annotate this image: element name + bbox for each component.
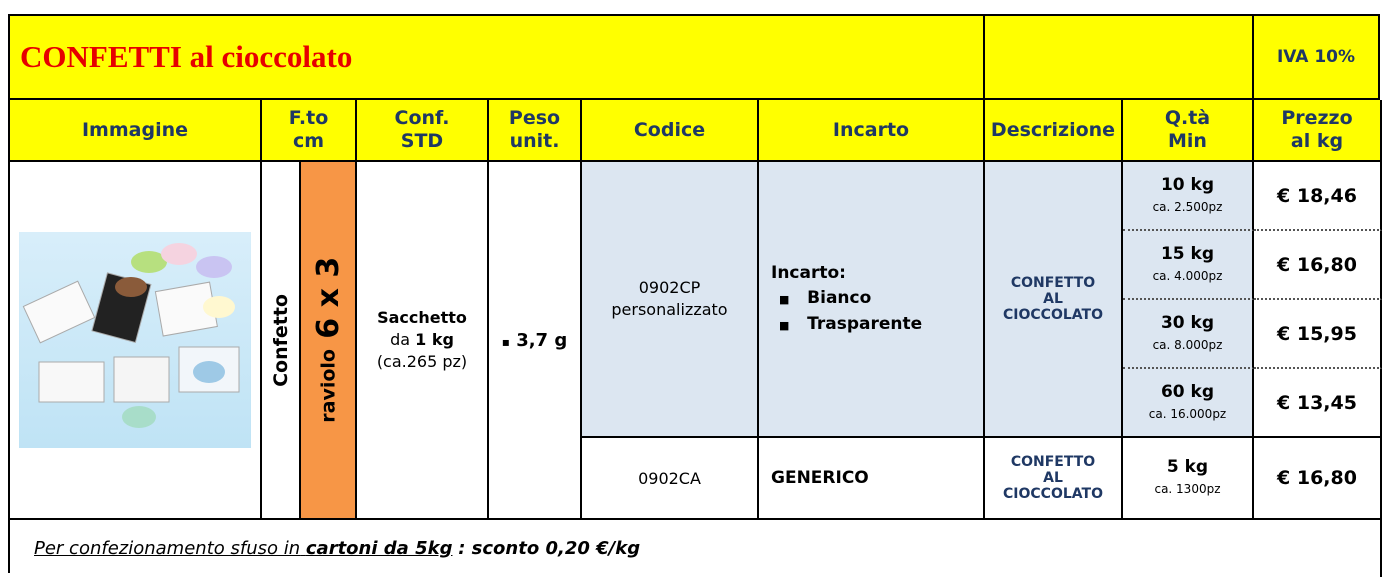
vat-text: IVA 10% — [1276, 46, 1356, 67]
footer: Per confezionamento sfuso in cartoni da … — [10, 520, 1382, 577]
header-cell: Immagine — [10, 100, 262, 162]
weight-value: 3,7 g — [516, 329, 568, 351]
header-cell: Descrizione — [985, 100, 1123, 162]
footer-highlight: cartoni da 5kg — [305, 538, 453, 559]
package-line: da 1 kg — [390, 329, 454, 351]
empty-cell — [985, 16, 1254, 100]
title-cell: CONFETTI al cioccolato — [10, 16, 985, 100]
header-cell: Codice — [582, 100, 759, 162]
price: € 16,80 — [1277, 467, 1357, 489]
header-cell: F.to cm — [262, 100, 357, 162]
code-cell: 0902CP personalizzato — [582, 162, 759, 438]
description-line: CIOCCOLATO — [1003, 486, 1103, 502]
option-text: Trasparente — [807, 313, 923, 334]
header-text: F.to — [288, 107, 329, 129]
header-cell: Conf. STD — [357, 100, 489, 162]
footer-lead: Per confezionamento sfuso in — [34, 538, 301, 559]
description-line: CONFETTO — [1010, 275, 1096, 291]
option-text: Bianco — [807, 287, 872, 308]
wrapping-label: GENERICO — [771, 468, 869, 488]
product-image — [19, 232, 251, 448]
wrapping-cell: GENERICO — [759, 438, 985, 520]
qty-cell: 10 kg ca. 2.500pz — [1123, 162, 1254, 231]
code-cell: 0902CA — [582, 438, 759, 520]
qty: 30 kg — [1160, 312, 1215, 333]
format-cell: raviolo 6 x 3 — [301, 162, 357, 520]
title: CONFETTI al cioccolato — [20, 39, 353, 74]
header-cell: Incarto — [759, 100, 985, 162]
price-cell: € 13,45 — [1254, 369, 1382, 438]
qty-cell: 30 kg ca. 8.000pz — [1123, 300, 1254, 369]
footer-tail: : sconto 0,20 €/kg — [458, 538, 641, 559]
header-text: STD — [400, 130, 444, 152]
pieces: ca. 1300pz — [1154, 482, 1221, 496]
header-text: Conf. — [394, 107, 450, 129]
qty: 5 kg — [1166, 457, 1209, 477]
header-text: cm — [292, 130, 325, 152]
header-cell: Q.tà Min — [1123, 100, 1254, 162]
code-note: personalizzato — [611, 300, 728, 319]
wrapping-option: ■ Trasparente — [779, 313, 923, 334]
price-cell: € 16,80 — [1254, 231, 1382, 300]
header-text: unit. — [509, 130, 560, 152]
pieces: ca. 2.500pz — [1152, 199, 1223, 214]
header-text: Immagine — [81, 118, 188, 141]
vat: IVA 10% — [1254, 16, 1380, 100]
qty: 60 kg — [1160, 381, 1215, 402]
wrapping-label: Incarto: — [771, 262, 846, 283]
pieces: ca. 8.000pz — [1152, 337, 1223, 352]
type-cell: Confetto — [262, 162, 301, 520]
price-cell: € 18,46 — [1254, 162, 1382, 231]
header-text: Descrizione — [990, 118, 1116, 141]
header-text: Prezzo — [1281, 107, 1353, 129]
qty: 15 kg — [1160, 243, 1215, 264]
product-type: Confetto — [269, 293, 292, 387]
header-text: Peso — [508, 107, 561, 129]
package-name: Sacchetto — [377, 308, 467, 327]
header-cell: Prezzo al kg — [1254, 100, 1382, 162]
header-text: al kg — [1290, 130, 1344, 152]
description-line: CIOCCOLATO — [1003, 307, 1103, 323]
weight-cell: ▪ 3,7 g — [489, 162, 582, 520]
package-weight: 1 kg — [415, 330, 454, 349]
header-text: Incarto — [832, 118, 910, 141]
price: € 13,45 — [1277, 391, 1357, 414]
wrapping-options: ■ Bianco ■ Trasparente — [771, 286, 922, 338]
header-text: Codice — [633, 118, 706, 141]
description-cell: CONFETTO AL CIOCCOLATO — [985, 162, 1123, 438]
header-text: Min — [1168, 130, 1207, 152]
code: 0902CA — [638, 468, 701, 488]
format: raviolo 6 x 3 — [311, 257, 346, 423]
qty: 10 kg — [1160, 174, 1215, 195]
package-cell: Sacchetto da 1 kg (ca.265 pz) — [357, 162, 489, 520]
price-cell: € 16,80 — [1254, 438, 1382, 520]
header-text: Q.tà — [1164, 107, 1211, 129]
header-cell: Peso unit. — [489, 100, 582, 162]
price: € 16,80 — [1277, 253, 1357, 276]
weight: ▪ 3,7 g — [501, 329, 568, 351]
description-cell: CONFETTO AL CIOCCOLATO — [985, 438, 1123, 520]
format-size: 6 x 3 — [310, 257, 346, 340]
qty-cell: 60 kg ca. 16.000pz — [1123, 369, 1254, 438]
image-cell — [10, 162, 262, 520]
wrapping-cell: Incarto: ■ Bianco ■ Trasparente — [759, 162, 985, 438]
package-prefix: da — [390, 330, 411, 349]
code: 0902CP — [638, 278, 701, 297]
format-name: raviolo — [317, 349, 339, 423]
qty-cell: 5 kg ca. 1300pz — [1123, 438, 1254, 520]
price-cell: € 15,95 — [1254, 300, 1382, 369]
pieces: ca. 4.000pz — [1152, 268, 1223, 283]
footer-text: Per confezionamento sfuso in cartoni da … — [34, 538, 640, 559]
price-table: CONFETTI al cioccolato IVA 10% Con — [8, 14, 1382, 577]
description-line: AL — [1043, 470, 1063, 486]
price: € 18,46 — [1277, 184, 1357, 207]
pieces: ca. 16.000pz — [1148, 406, 1227, 421]
price: € 15,95 — [1277, 322, 1357, 345]
description-line: CONFETTO — [1010, 454, 1096, 470]
description-line: AL — [1043, 291, 1063, 307]
wrapping-option: ■ Bianco — [779, 287, 872, 308]
package-pieces: (ca.265 pz) — [376, 352, 468, 371]
qty-cell: 15 kg ca. 4.000pz — [1123, 231, 1254, 300]
